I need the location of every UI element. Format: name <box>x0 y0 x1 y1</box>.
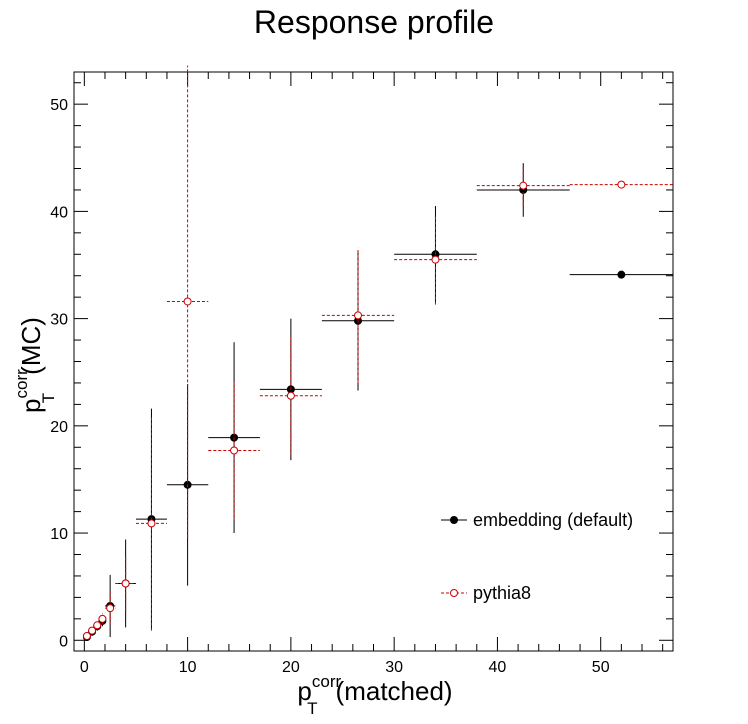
data-point <box>286 391 295 400</box>
legend-label: pythia8 <box>473 583 531 603</box>
data-point <box>354 311 363 320</box>
series-embedding <box>82 163 673 642</box>
data-point <box>617 270 626 279</box>
y-label-base: p <box>16 398 46 412</box>
x-tick-label: 10 <box>179 659 197 676</box>
data-point <box>431 255 440 264</box>
plot-border <box>73 71 674 652</box>
x-tick-label: 20 <box>282 659 300 676</box>
data-point <box>93 621 102 630</box>
data-point <box>617 180 626 189</box>
legend-marker <box>450 589 458 597</box>
data-point <box>183 297 192 306</box>
data-point <box>230 446 239 455</box>
y-tick-label: 30 <box>50 312 68 329</box>
axis-ticks: 0 10 20 30 40 50 0 10 20 30 40 50 <box>50 72 673 676</box>
y-tick-label: 0 <box>59 633 68 650</box>
x-tick-label: 50 <box>592 659 610 676</box>
y-label-suffix: (MC) <box>16 317 46 375</box>
data-point <box>519 181 528 190</box>
x-label-base: p <box>297 676 311 706</box>
legend-entry-pythia8: pythia8 <box>441 583 531 603</box>
data-point <box>106 604 115 613</box>
legend-entry-embedding: embedding (default) <box>441 510 633 530</box>
y-axis-label: pcorr T (MC) <box>12 317 58 413</box>
data-point <box>82 631 91 640</box>
x-tick-label: 40 <box>489 659 507 676</box>
legend-marker <box>450 516 458 524</box>
legend-label: embedding (default) <box>473 510 633 530</box>
y-tick-label: 40 <box>50 204 68 221</box>
legend: embedding (default) pythia8 <box>441 510 633 603</box>
y-label-sup: corr <box>12 369 31 399</box>
y-tick-label: 10 <box>50 526 68 543</box>
x-axis-label: pcorr T (matched) <box>297 672 452 718</box>
y-tick-label: 20 <box>50 419 68 436</box>
chart-title: Response profile <box>254 4 494 40</box>
series-layer <box>82 65 673 642</box>
x-label-sup: corr <box>312 672 342 691</box>
series-pythia8 <box>82 65 673 640</box>
x-label-sub: T <box>307 699 317 718</box>
data-point <box>121 579 130 588</box>
plot-frame <box>73 71 674 652</box>
y-tick-label: 50 <box>50 97 68 114</box>
data-point <box>147 519 156 528</box>
data-point <box>98 614 107 623</box>
x-tick-label: 0 <box>80 659 89 676</box>
x-tick-label: 30 <box>385 659 403 676</box>
x-label-suffix: (matched) <box>336 676 453 706</box>
data-point <box>88 626 97 635</box>
y-label-sub: T <box>39 393 58 403</box>
